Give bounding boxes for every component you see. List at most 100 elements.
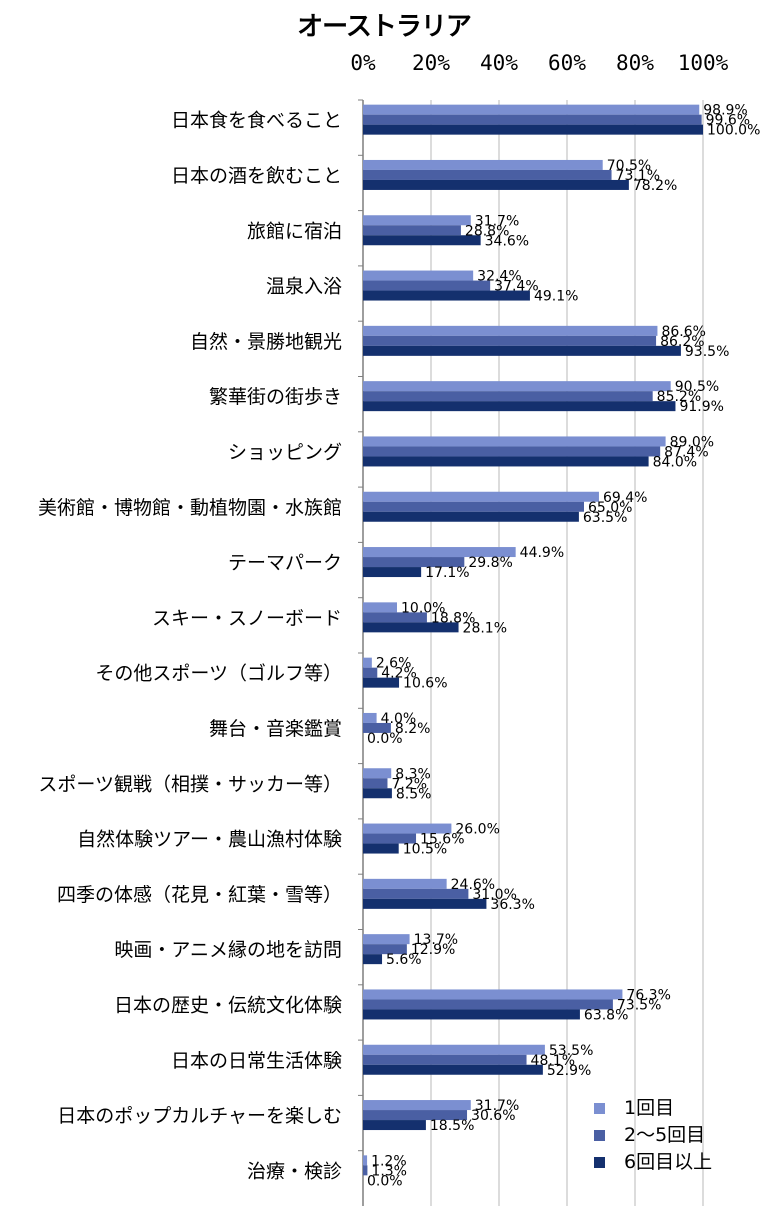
data-label: 52.9% [547, 1063, 591, 1079]
bar [363, 511, 579, 522]
bar [363, 843, 399, 854]
data-label: 69.4% [603, 490, 647, 506]
bar [363, 768, 392, 779]
bar [363, 391, 653, 402]
bar [363, 823, 452, 834]
category-label: 日本の酒を飲むこと [171, 165, 342, 187]
bar [363, 1100, 471, 1111]
x-tick-label: 20% [412, 51, 450, 75]
bar [363, 501, 584, 512]
data-label: 18.5% [430, 1118, 474, 1134]
bar [363, 215, 471, 226]
data-label: 98.9% [703, 103, 747, 119]
data-label: 13.7% [414, 932, 458, 948]
bar [363, 270, 474, 281]
bar [363, 1165, 368, 1176]
category-label: 温泉入浴 [266, 276, 342, 298]
x-tick-label: 0% [350, 51, 376, 75]
data-label: 5.6% [386, 952, 422, 968]
data-label: 0.0% [367, 1173, 403, 1189]
x-tick-label: 100% [678, 51, 729, 75]
category-label: 舞台・音楽鑑賞 [209, 718, 342, 740]
category-label: 自然体験ツアー・農山漁村体験 [77, 829, 342, 851]
data-label: 29.8% [468, 555, 512, 571]
data-label: 89.0% [670, 434, 714, 450]
data-label: 8.2% [395, 721, 431, 737]
bar [363, 547, 516, 558]
data-label: 8.3% [395, 766, 431, 782]
bar [363, 446, 661, 457]
bar [363, 235, 481, 246]
data-label: 15.6% [420, 832, 464, 848]
data-label: 73.5% [617, 997, 661, 1013]
legend-label: 2～5回目 [624, 1124, 705, 1146]
data-label: 17.1% [425, 565, 469, 581]
bar [363, 667, 378, 678]
legend-label: 1回目 [624, 1097, 674, 1119]
category-label: 治療・検診 [247, 1160, 342, 1182]
bar [363, 788, 392, 799]
bar [363, 999, 613, 1010]
data-label: 70.5% [607, 158, 651, 174]
category-label: その他スポーツ（ゴルフ等） [95, 663, 342, 685]
bar [363, 1044, 545, 1055]
legend-label: 6回目以上 [624, 1151, 712, 1173]
bar [363, 622, 459, 633]
data-label: 85.2% [657, 389, 701, 405]
bar [363, 677, 400, 688]
bar [363, 290, 530, 301]
bar [363, 878, 447, 889]
category-label: スポーツ観戦（相撲・サッカー等） [38, 773, 342, 795]
data-labels: 98.9%99.6%100.0%70.5%73.1%78.2%31.7%28.8… [367, 103, 760, 1190]
bar [363, 934, 410, 945]
bar [363, 1054, 527, 1065]
x-tick-label: 40% [480, 51, 518, 75]
data-label: 28.1% [463, 620, 507, 636]
data-label: 100.0% [707, 123, 760, 139]
bars [363, 104, 703, 1176]
data-label: 36.3% [490, 897, 534, 913]
legend-swatch [594, 1103, 605, 1114]
bar [363, 778, 388, 789]
data-label: 65.0% [588, 500, 632, 516]
chart-title: オーストラリア [297, 12, 472, 42]
data-label: 1.2% [371, 1153, 407, 1169]
data-label: 4.0% [381, 711, 417, 727]
bar [363, 436, 666, 447]
bar [363, 712, 377, 723]
data-label: 2.6% [376, 656, 412, 672]
bar [363, 456, 649, 467]
category-label: 繁華街の街歩き [209, 386, 342, 408]
data-label: 24.6% [451, 877, 495, 893]
bar [363, 898, 487, 909]
data-label: 34.6% [485, 233, 529, 249]
category-label: 旅館に宿泊 [247, 220, 342, 242]
data-label: 26.0% [455, 822, 499, 838]
category-label: 映画・アニメ縁の地を訪問 [114, 939, 342, 961]
data-label: 93.5% [685, 344, 729, 360]
data-label: 86.6% [661, 324, 705, 340]
bar [363, 381, 671, 392]
bar [363, 1155, 368, 1166]
data-label: 31.7% [475, 213, 519, 229]
bar [363, 722, 391, 733]
data-label: 4.2% [381, 666, 417, 682]
bar [363, 944, 407, 955]
category-label: 四季の体感（花見・紅葉・雪等） [57, 884, 342, 906]
category-label: 日本のポップカルチャーを楽しむ [57, 1105, 342, 1127]
bar [363, 989, 623, 1000]
data-label: 18.8% [431, 610, 475, 626]
data-label: 90.5% [675, 379, 719, 395]
data-label: 30.6% [471, 1108, 515, 1124]
data-label: 63.5% [583, 510, 627, 526]
bar [363, 124, 703, 135]
data-label: 86.2% [660, 334, 704, 350]
data-label: 0.0% [367, 731, 403, 747]
data-label: 84.0% [653, 454, 697, 470]
category-label: 自然・景勝地観光 [190, 331, 342, 353]
data-label: 91.9% [679, 399, 723, 415]
data-label: 87.4% [664, 444, 708, 460]
bar [363, 159, 603, 170]
legend: 1回目 2～5回目 6回目以上 [594, 1097, 712, 1173]
